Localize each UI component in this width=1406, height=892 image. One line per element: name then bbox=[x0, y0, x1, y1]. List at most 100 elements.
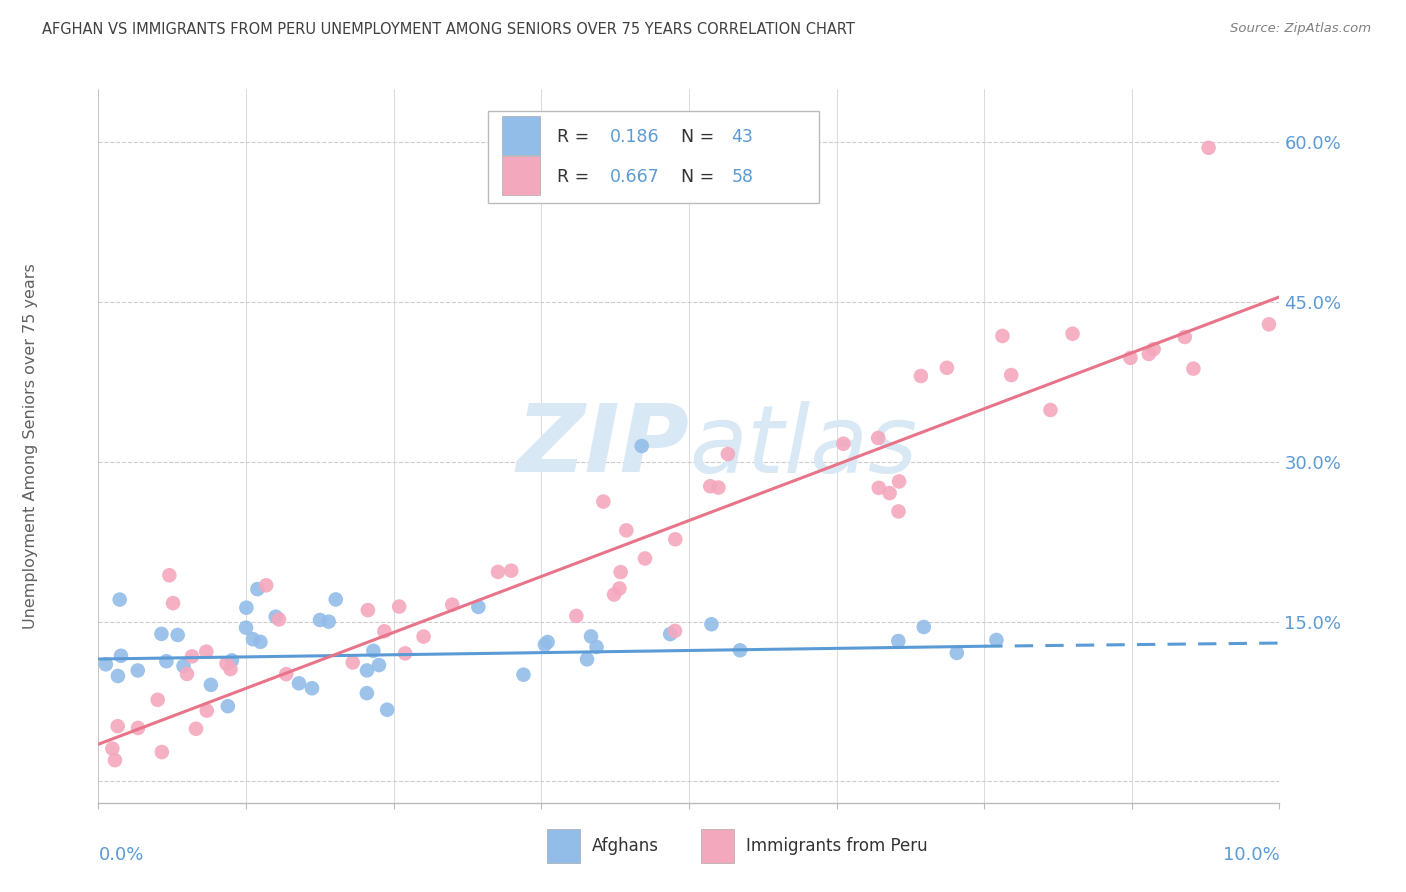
Point bbox=[935, 360, 957, 375]
Point bbox=[565, 609, 588, 624]
Point bbox=[946, 646, 969, 660]
Text: 0.667: 0.667 bbox=[610, 168, 659, 186]
Text: N =: N = bbox=[681, 168, 720, 186]
Point bbox=[146, 693, 169, 707]
Point bbox=[887, 504, 910, 518]
Point bbox=[576, 652, 599, 666]
Point bbox=[107, 669, 129, 683]
Point bbox=[184, 722, 207, 736]
Point bbox=[1039, 403, 1062, 417]
Point bbox=[634, 551, 657, 566]
Point bbox=[986, 632, 1008, 647]
Point bbox=[1119, 351, 1142, 365]
Point bbox=[1174, 330, 1197, 344]
Point bbox=[486, 565, 509, 579]
Text: 0.0%: 0.0% bbox=[98, 846, 143, 863]
FancyBboxPatch shape bbox=[502, 116, 540, 155]
Point bbox=[534, 638, 557, 652]
Point bbox=[501, 564, 523, 578]
Point bbox=[699, 479, 721, 493]
Point bbox=[219, 662, 242, 676]
FancyBboxPatch shape bbox=[700, 830, 734, 863]
Point bbox=[368, 658, 391, 673]
Text: 0.186: 0.186 bbox=[610, 128, 659, 146]
FancyBboxPatch shape bbox=[547, 830, 581, 863]
Point bbox=[173, 659, 195, 673]
Text: atlas: atlas bbox=[689, 401, 917, 491]
Point bbox=[603, 588, 626, 602]
Point bbox=[912, 620, 935, 634]
Point bbox=[110, 648, 132, 663]
Point bbox=[276, 667, 298, 681]
Point bbox=[108, 592, 131, 607]
Point bbox=[215, 657, 238, 671]
Point bbox=[217, 699, 239, 714]
Point bbox=[127, 664, 149, 678]
Point bbox=[1143, 342, 1166, 356]
Point bbox=[991, 329, 1014, 343]
Point bbox=[728, 643, 751, 657]
Point bbox=[609, 582, 631, 596]
Point bbox=[585, 640, 607, 654]
Point bbox=[325, 592, 347, 607]
Point bbox=[910, 369, 932, 384]
Text: Afghans: Afghans bbox=[592, 838, 659, 855]
Point bbox=[1258, 318, 1281, 332]
Point bbox=[246, 582, 269, 596]
Text: 10.0%: 10.0% bbox=[1223, 846, 1279, 863]
Point bbox=[195, 645, 218, 659]
Point bbox=[1182, 361, 1205, 376]
Point bbox=[318, 615, 340, 629]
Text: 58: 58 bbox=[731, 168, 754, 186]
Text: Source: ZipAtlas.com: Source: ZipAtlas.com bbox=[1230, 22, 1371, 36]
Point bbox=[357, 603, 380, 617]
Text: R =: R = bbox=[557, 168, 595, 186]
Point bbox=[1137, 347, 1160, 361]
Point bbox=[388, 599, 411, 614]
Point bbox=[441, 598, 464, 612]
Point bbox=[235, 621, 257, 635]
Point bbox=[630, 439, 652, 453]
Point bbox=[394, 646, 416, 660]
Point bbox=[614, 524, 637, 538]
Point bbox=[155, 654, 177, 668]
Point bbox=[868, 481, 890, 495]
Text: AFGHAN VS IMMIGRANTS FROM PERU UNEMPLOYMENT AMONG SENIORS OVER 75 YEARS CORRELAT: AFGHAN VS IMMIGRANTS FROM PERU UNEMPLOYM… bbox=[42, 22, 855, 37]
Point bbox=[221, 653, 243, 667]
Point bbox=[717, 447, 740, 461]
Point bbox=[150, 627, 173, 641]
Point bbox=[707, 481, 730, 495]
Point bbox=[356, 686, 378, 700]
Point bbox=[1198, 141, 1220, 155]
Point bbox=[592, 494, 614, 508]
Point bbox=[609, 565, 631, 579]
Point bbox=[200, 678, 222, 692]
Point bbox=[195, 704, 218, 718]
Point bbox=[288, 676, 311, 690]
Point bbox=[664, 624, 686, 638]
Point bbox=[176, 667, 198, 681]
Point bbox=[166, 628, 188, 642]
Point bbox=[879, 486, 901, 500]
Point bbox=[1062, 326, 1084, 341]
Point bbox=[832, 436, 855, 450]
Point bbox=[887, 634, 910, 648]
Point bbox=[264, 609, 287, 624]
Point bbox=[157, 568, 180, 582]
Point bbox=[127, 721, 149, 735]
Point bbox=[249, 635, 271, 649]
Point bbox=[150, 745, 173, 759]
FancyBboxPatch shape bbox=[488, 111, 818, 203]
FancyBboxPatch shape bbox=[502, 155, 540, 194]
Point bbox=[107, 719, 129, 733]
Point bbox=[467, 599, 489, 614]
Point bbox=[887, 475, 910, 489]
Point bbox=[373, 624, 395, 639]
Text: R =: R = bbox=[557, 128, 595, 146]
Text: N =: N = bbox=[681, 128, 720, 146]
Point bbox=[700, 617, 723, 632]
Point bbox=[1000, 368, 1022, 382]
Point bbox=[579, 629, 602, 643]
Point bbox=[267, 612, 290, 626]
Text: ZIP: ZIP bbox=[516, 400, 689, 492]
